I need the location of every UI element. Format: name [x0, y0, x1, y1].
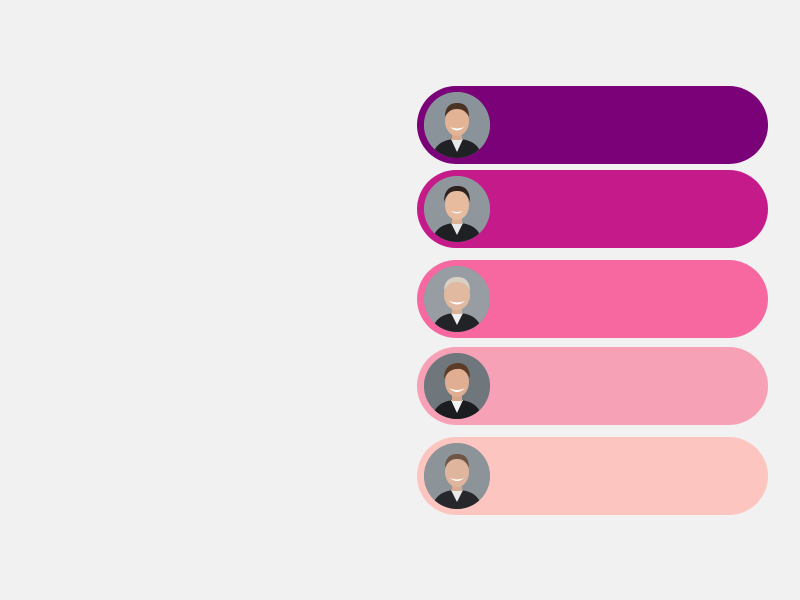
color-bar-2 — [417, 170, 768, 248]
portrait-avatar-1 — [424, 92, 490, 158]
man-portrait-icon — [424, 353, 490, 419]
color-bar-5 — [417, 437, 768, 515]
portrait-avatar-3 — [424, 266, 490, 332]
man-portrait-icon — [424, 92, 490, 158]
man-portrait-icon — [424, 266, 490, 332]
color-bar-4 — [417, 347, 768, 425]
portrait-avatar-4 — [424, 353, 490, 419]
color-bar-1 — [417, 86, 768, 164]
portrait-avatar-5 — [424, 443, 490, 509]
portrait-avatar-2 — [424, 176, 490, 242]
color-bar-3 — [417, 260, 768, 338]
man-portrait-icon — [424, 443, 490, 509]
man-portrait-icon — [424, 176, 490, 242]
